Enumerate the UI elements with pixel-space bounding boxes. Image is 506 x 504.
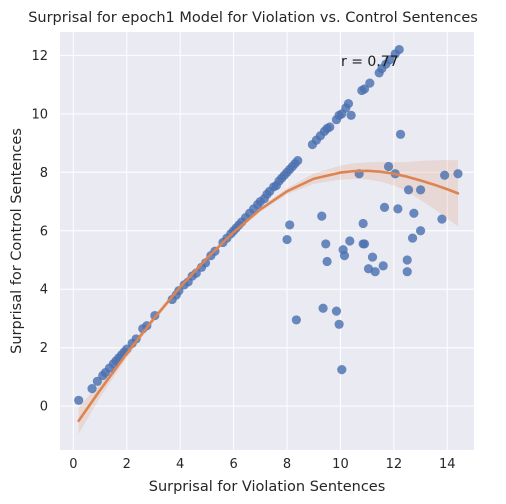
data-point xyxy=(291,315,301,325)
grid-lines xyxy=(60,32,474,450)
y-tick-label: 8 xyxy=(40,166,48,181)
y-tick-label: 10 xyxy=(31,107,48,122)
data-point xyxy=(440,170,450,180)
y-tick-label: 6 xyxy=(40,224,48,239)
y-tick-label: 2 xyxy=(40,341,48,356)
data-point xyxy=(321,239,331,249)
data-point xyxy=(370,267,380,277)
x-tick-label: 14 xyxy=(439,457,456,472)
data-point xyxy=(367,252,378,262)
data-point xyxy=(394,44,404,55)
data-point xyxy=(393,204,403,214)
data-point xyxy=(359,84,370,94)
data-point xyxy=(358,218,368,229)
data-point xyxy=(383,161,394,172)
data-point xyxy=(409,208,419,218)
data-point xyxy=(453,169,463,179)
data-point xyxy=(403,185,414,195)
data-point xyxy=(331,306,342,316)
data-point xyxy=(293,156,303,166)
fit-curve xyxy=(77,169,460,423)
correlation-annotation: r = 0.77 xyxy=(341,54,399,70)
data-point xyxy=(415,185,426,195)
data-point xyxy=(282,234,292,245)
data-point xyxy=(92,376,102,386)
plot-area xyxy=(60,32,474,450)
data-point xyxy=(339,251,350,261)
data-point xyxy=(322,256,332,267)
y-axis-label: Surprisal for Control Sentences xyxy=(9,128,25,354)
data-point xyxy=(343,99,354,109)
data-point xyxy=(402,267,412,277)
x-tick-label: 10 xyxy=(332,457,349,472)
data-point xyxy=(378,261,388,271)
y-tick-label: 12 xyxy=(31,49,48,64)
x-tick-label: 0 xyxy=(69,457,77,472)
tick-labels: 0 2 4 6 8 10 12 14 0 2 4 6 8 10 12 xyxy=(31,49,455,472)
x-tick-label: 2 xyxy=(123,457,131,472)
x-tick-label: 12 xyxy=(386,457,403,472)
x-tick-label: 8 xyxy=(283,457,291,472)
data-point xyxy=(345,236,355,246)
data-point xyxy=(437,214,447,224)
data-point xyxy=(285,220,295,230)
x-tick-label: 6 xyxy=(229,457,237,472)
y-tick-label: 4 xyxy=(40,283,48,298)
data-point xyxy=(402,255,412,265)
data-point xyxy=(87,384,97,394)
data-point xyxy=(334,319,344,329)
data-point xyxy=(325,122,335,132)
data-point xyxy=(365,78,375,88)
data-point xyxy=(407,233,418,243)
data-point xyxy=(337,365,347,375)
x-axis-label: Surprisal for Violation Sentences xyxy=(149,479,386,495)
data-point xyxy=(415,226,426,236)
data-point xyxy=(385,55,395,65)
data-point xyxy=(346,110,356,120)
data-point xyxy=(379,202,390,212)
data-point xyxy=(359,239,370,249)
data-points xyxy=(74,44,463,405)
fit-line xyxy=(77,169,460,423)
data-point xyxy=(395,129,406,139)
chart-title: Surprisal for epoch1 Model for Violation… xyxy=(28,10,478,26)
data-point xyxy=(74,395,84,405)
data-point xyxy=(318,303,328,313)
data-point xyxy=(317,211,327,221)
y-tick-label: 0 xyxy=(40,400,48,415)
x-tick-label: 4 xyxy=(176,457,184,472)
